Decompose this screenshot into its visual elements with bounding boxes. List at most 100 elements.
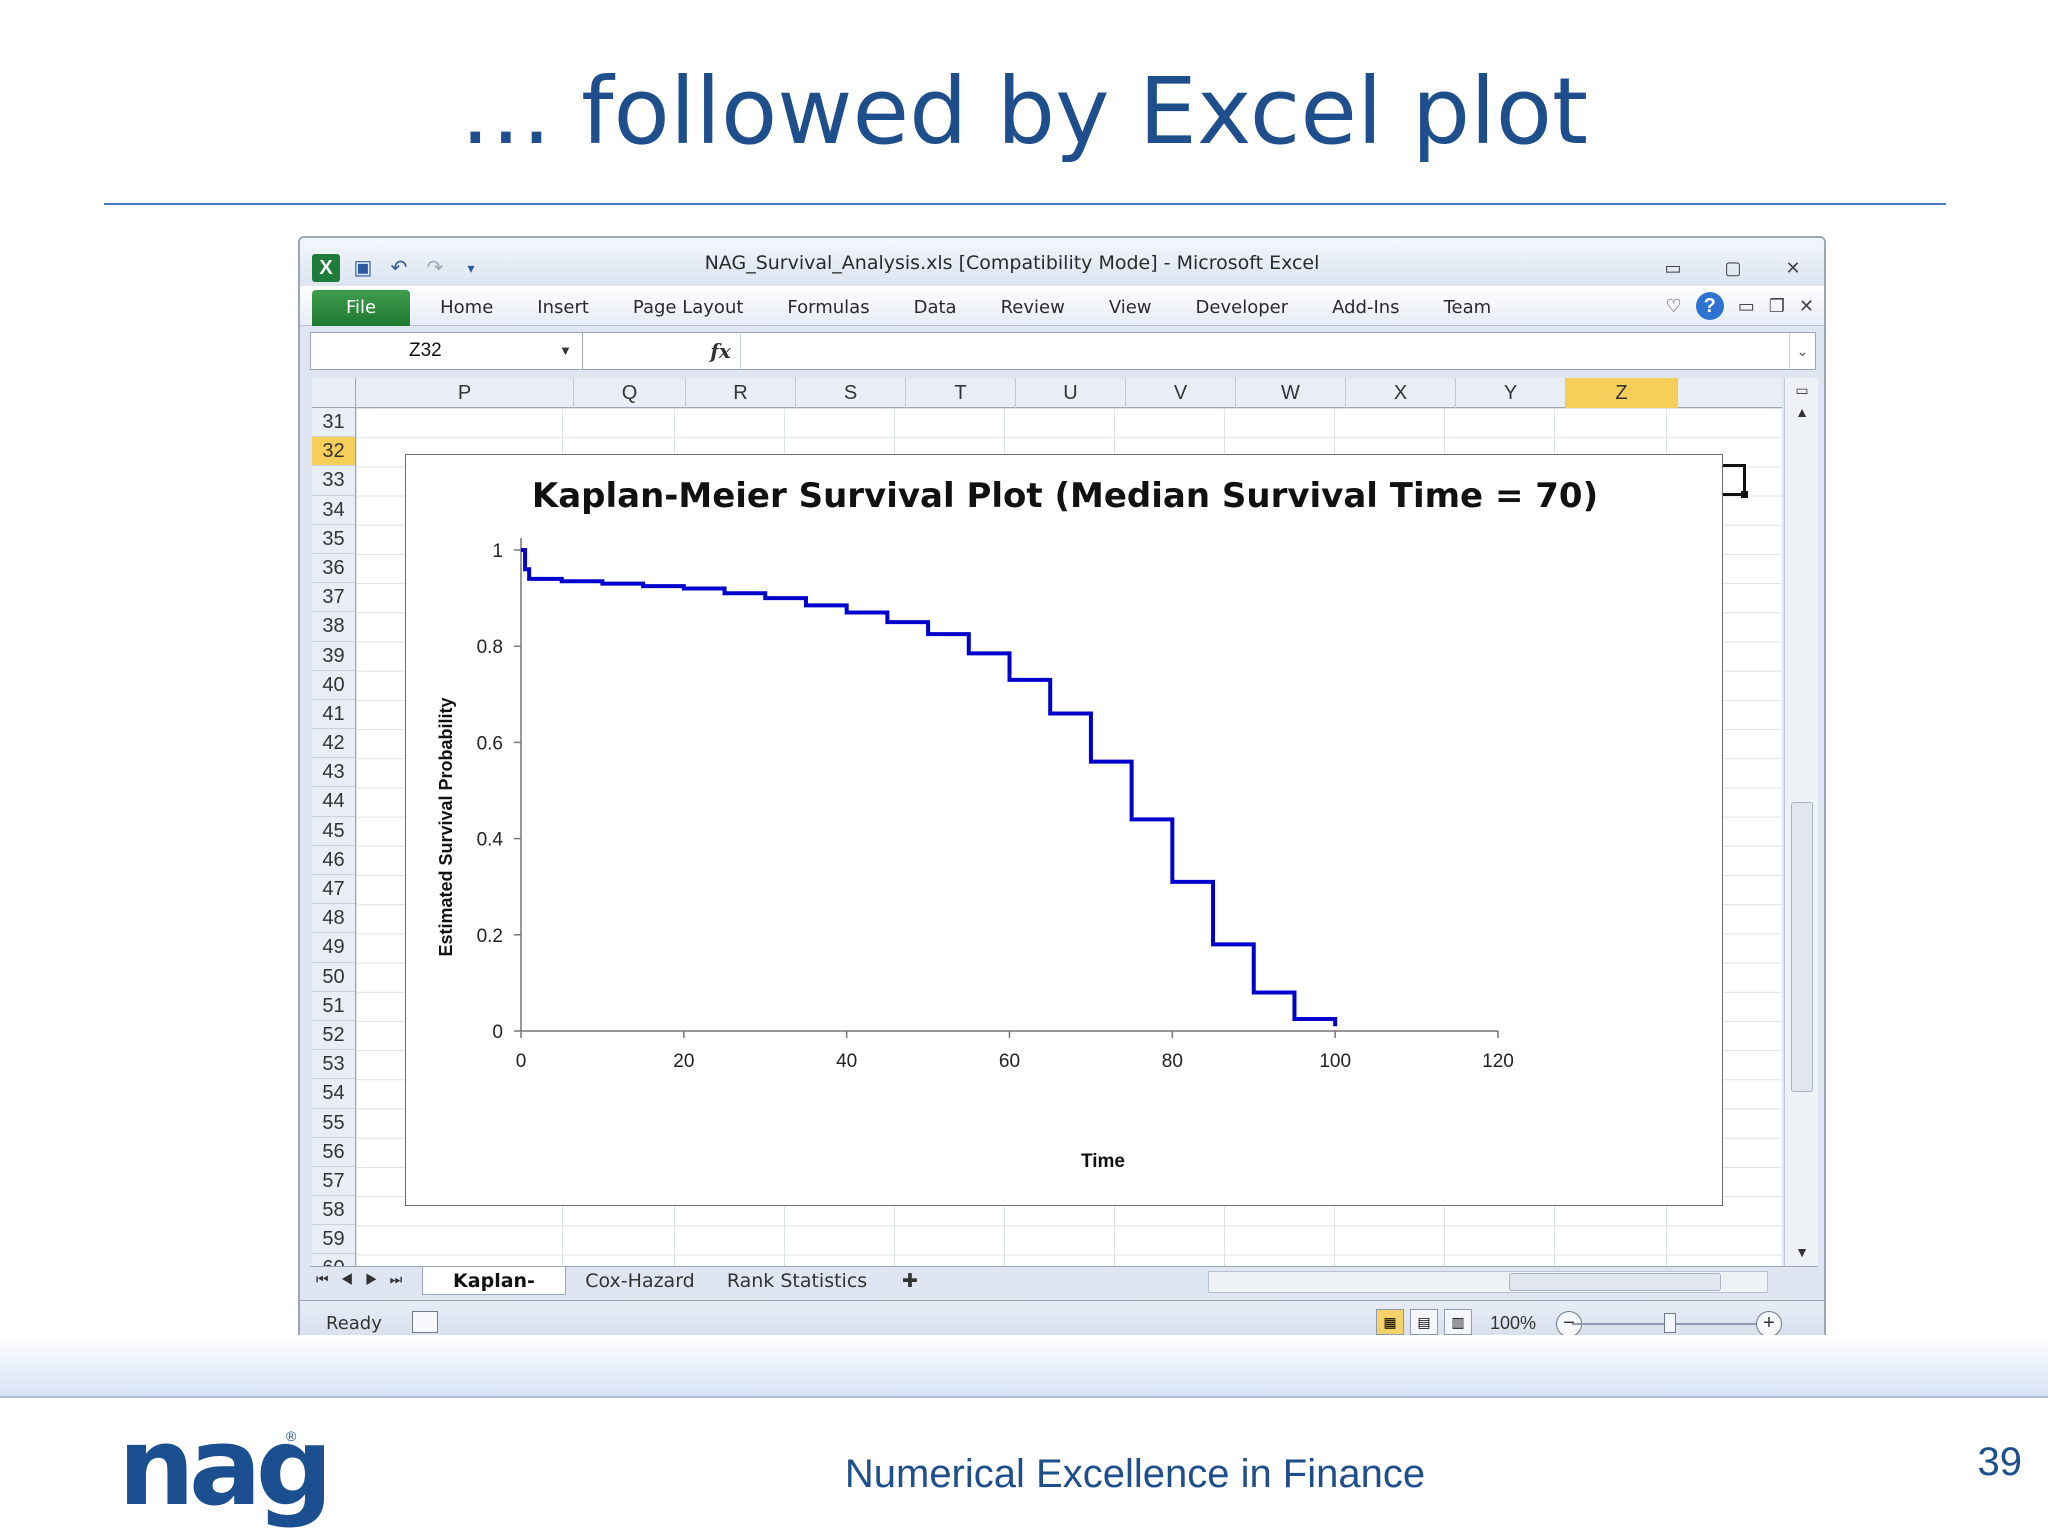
column-header[interactable]: W (1236, 378, 1346, 408)
macro-recording-icon[interactable] (412, 1311, 438, 1333)
tab-team[interactable]: Team (1443, 297, 1492, 318)
column-header-selected[interactable]: Z (1566, 378, 1678, 408)
scroll-down-icon[interactable]: ▼ (1795, 1244, 1809, 1260)
row-header[interactable]: 50 (312, 963, 355, 992)
row-header[interactable]: 35 (312, 525, 355, 554)
formula-input[interactable] (743, 333, 1787, 369)
row-header-selected[interactable]: 32 (312, 437, 355, 467)
column-header[interactable]: R (686, 378, 796, 408)
insert-function-icon[interactable]: fx (701, 333, 741, 369)
insert-sheet-icon[interactable]: ✚ (902, 1270, 918, 1292)
row-header[interactable]: 31 (312, 408, 355, 438)
row-header[interactable]: 33 (312, 466, 355, 496)
zoom-slider-thumb[interactable] (1664, 1313, 1676, 1333)
restore-icon[interactable]: ▢ (1724, 258, 1742, 278)
minimize-ribbon-icon[interactable]: ♡ (1665, 295, 1682, 316)
row-header[interactable]: 38 (312, 612, 355, 642)
tab-add-ins[interactable]: Add-Ins (1332, 297, 1400, 318)
close-icon[interactable]: ✕ (1785, 258, 1801, 278)
sheet-tab-kaplan-meier[interactable]: Kaplan-Meier (422, 1267, 566, 1320)
zoom-out-icon[interactable]: − (1556, 1311, 1582, 1337)
row-header[interactable]: 44 (312, 787, 355, 817)
row-header[interactable]: 46 (312, 846, 355, 875)
zoom-level[interactable]: 100% (1490, 1313, 1537, 1333)
vertical-scrollbar[interactable]: ▭ ▲ ▼ (1784, 378, 1818, 1266)
tab-view[interactable]: View (1108, 297, 1152, 318)
tab-review[interactable]: Review (1000, 297, 1065, 318)
workbook-minimize-icon[interactable]: ▭ (1737, 295, 1755, 316)
split-box-icon[interactable]: ▭ (1795, 382, 1809, 398)
tab-data[interactable]: Data (913, 297, 957, 318)
zoom-in-icon[interactable]: + (1756, 1311, 1782, 1337)
row-header[interactable]: 51 (312, 992, 355, 1021)
column-header[interactable]: U (1016, 378, 1126, 408)
row-header[interactable]: 59 (312, 1225, 355, 1255)
tab-developer[interactable]: Developer (1195, 297, 1289, 318)
column-header[interactable]: Q (574, 378, 686, 408)
tab-formulas[interactable]: Formulas (787, 297, 870, 318)
row-header[interactable]: 54 (312, 1079, 355, 1109)
kaplan-meier-chart: Kaplan-Meier Survival Plot (Median Survi… (436, 476, 1598, 1172)
chart-object[interactable]: Kaplan-Meier Survival Plot (Median Survi… (405, 454, 1723, 1206)
row-header[interactable]: 49 (312, 933, 355, 963)
row-header[interactable]: 56 (312, 1138, 355, 1167)
sheet-tab-cox-hazard[interactable]: Cox-Hazard (585, 1270, 695, 1292)
column-header[interactable]: S (796, 378, 906, 408)
save-icon[interactable]: ▣ (353, 257, 373, 279)
row-header[interactable]: 41 (312, 700, 355, 730)
row-header[interactable]: 48 (312, 904, 355, 934)
horizontal-scrollbar[interactable] (1208, 1271, 1768, 1293)
horizontal-scroll-thumb[interactable] (1509, 1273, 1721, 1291)
row-header[interactable]: 52 (312, 1021, 355, 1051)
row-header[interactable]: 42 (312, 729, 355, 759)
column-header[interactable]: T (906, 378, 1016, 408)
chart-series (521, 548, 1338, 1027)
select-all-button[interactable] (312, 378, 356, 408)
row-header[interactable]: 34 (312, 496, 355, 525)
tab-insert[interactable]: Insert (537, 297, 589, 318)
row-headers: 31 32 33 34 35 36 37 38 39 40 41 42 43 44 45 46 47 48 49 50… (312, 408, 356, 1266)
redo-icon[interactable]: ↷ (426, 257, 444, 279)
row-header[interactable]: 60 (312, 1254, 355, 1266)
vertical-scroll-thumb[interactable] (1791, 802, 1813, 1092)
page-break-preview-icon[interactable]: ▥ (1444, 1309, 1472, 1335)
row-header[interactable]: 45 (312, 817, 355, 846)
tab-file[interactable]: File (312, 290, 411, 326)
tab-page-layout[interactable]: Page Layout (632, 297, 744, 318)
scroll-up-icon[interactable]: ▲ (1795, 404, 1809, 420)
column-header[interactable]: Y (1456, 378, 1566, 408)
chevron-down-icon[interactable]: ▼ (559, 343, 572, 358)
row-header[interactable]: 58 (312, 1196, 355, 1226)
row-header[interactable]: 36 (312, 554, 355, 584)
workbook-close-icon[interactable]: ✕ (1798, 295, 1814, 316)
workbook-restore-icon[interactable]: ❐ (1768, 295, 1785, 316)
column-header[interactable]: V (1126, 378, 1236, 408)
y-tick-label: 1 (492, 541, 503, 562)
row-header[interactable]: 55 (312, 1109, 355, 1138)
minimize-icon[interactable]: ▭ (1664, 258, 1682, 278)
expand-formula-bar-icon[interactable]: ⌄ (1789, 333, 1815, 369)
excel-logo-icon[interactable]: X (312, 254, 340, 282)
customize-toolbar-icon[interactable]: ▾ (467, 260, 475, 276)
row-header[interactable]: 47 (312, 875, 355, 905)
row-header[interactable]: 57 (312, 1167, 355, 1197)
x-axis-label: Time (1081, 1151, 1125, 1172)
sheet-nav-arrows-icon[interactable]: ⏮◀▶⏭ (316, 1271, 415, 1287)
normal-view-icon[interactable]: ▦ (1376, 1309, 1404, 1335)
column-header[interactable]: P (356, 378, 574, 408)
name-box[interactable]: Z32 (311, 333, 583, 369)
tab-home[interactable]: Home (440, 297, 494, 318)
undo-icon[interactable]: ↶ (390, 257, 408, 279)
help-icon[interactable]: ? (1695, 292, 1724, 320)
row-header[interactable]: 43 (312, 758, 355, 788)
sheet-tab-rank-statistics[interactable]: Rank Statistics (726, 1270, 868, 1292)
x-tick-label: 60 (999, 1051, 1020, 1072)
row-header[interactable]: 39 (312, 642, 355, 671)
row-header[interactable]: 40 (312, 671, 355, 700)
column-header[interactable]: X (1346, 378, 1456, 408)
row-header[interactable]: 53 (312, 1050, 355, 1080)
page-layout-view-icon[interactable]: ▤ (1410, 1309, 1438, 1335)
y-tick-label: 0.2 (477, 926, 503, 947)
row-header[interactable]: 37 (312, 583, 355, 613)
